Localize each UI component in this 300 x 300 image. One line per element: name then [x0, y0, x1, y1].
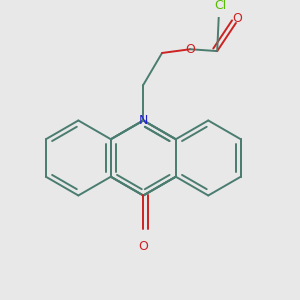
Text: O: O [232, 13, 242, 26]
Text: O: O [185, 43, 195, 56]
Text: O: O [138, 240, 148, 253]
Text: N: N [139, 114, 148, 127]
Text: Cl: Cl [214, 0, 226, 12]
